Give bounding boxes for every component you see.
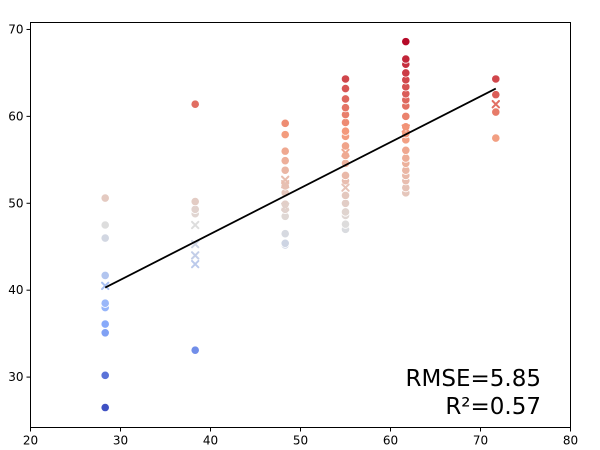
data-point [401, 122, 411, 132]
data-point [340, 207, 351, 217]
data-point-x [491, 99, 500, 109]
y-tick-label: 70 [8, 22, 23, 36]
data-point [100, 298, 110, 308]
data-point [491, 74, 501, 84]
data-point [280, 146, 290, 156]
data-point [401, 68, 411, 78]
x-tick-label: 60 [383, 434, 398, 448]
data-point [401, 111, 411, 121]
x-tick-label: 50 [293, 434, 308, 448]
tick-layer: 20 30 40 50 60 70 80 30 40 50 60 70 [8, 22, 578, 447]
data-point-x [281, 202, 290, 211]
data-point [340, 126, 351, 136]
x-tick-label: 70 [473, 434, 488, 448]
data-point [280, 238, 290, 248]
rmse-annotation: RMSE=5.85 [406, 366, 541, 392]
data-point [401, 54, 411, 64]
data-point [280, 165, 290, 175]
data-point [280, 229, 290, 239]
fit-layer [104, 87, 497, 289]
data-point-x [191, 251, 200, 260]
point-layer [100, 37, 501, 413]
data-point-x [341, 183, 350, 192]
y-tick-label: 50 [8, 196, 23, 210]
data-point [491, 133, 501, 143]
x-tick-label: 20 [23, 434, 38, 448]
data-point [100, 328, 110, 338]
x-tick-label: 30 [113, 434, 128, 448]
x-tick-label: 40 [203, 434, 218, 448]
data-point-x [341, 148, 350, 158]
data-point [100, 233, 110, 243]
data-point [401, 37, 411, 47]
data-point [340, 198, 351, 208]
data-point [280, 156, 290, 166]
data-point [340, 170, 351, 181]
data-point-x [281, 175, 290, 185]
x-tick-label: 80 [563, 434, 578, 448]
y-tick-label: 30 [8, 370, 23, 384]
y-tick-label: 60 [8, 109, 23, 123]
data-point [401, 145, 411, 155]
plot-frame [30, 22, 571, 428]
data-point [100, 370, 110, 380]
data-point [491, 90, 501, 100]
data-point [280, 181, 290, 191]
data-point [280, 130, 290, 140]
data-point [340, 190, 351, 201]
data-point [190, 99, 200, 109]
data-point [340, 117, 351, 128]
data-point [340, 141, 351, 151]
data-point [100, 319, 110, 329]
data-point [340, 83, 351, 94]
data-point [340, 219, 351, 229]
data-point [280, 199, 290, 209]
y-tick-label: 40 [8, 283, 23, 297]
data-point [340, 150, 351, 161]
data-point [340, 103, 351, 113]
data-point-x [191, 259, 200, 269]
data-point [340, 74, 351, 84]
data-point [190, 345, 200, 355]
data-point [491, 107, 501, 117]
data-point [100, 270, 110, 281]
r2-annotation: R²=0.57 [445, 394, 541, 420]
data-point [190, 204, 200, 214]
data-point [340, 94, 351, 104]
regression-line [104, 87, 497, 289]
data-point [190, 196, 200, 207]
data-point [100, 402, 110, 413]
data-point [401, 153, 411, 163]
data-point-x [191, 220, 200, 230]
data-point-x [401, 124, 410, 133]
data-point [100, 193, 110, 203]
data-point-x [101, 281, 110, 291]
data-point [100, 220, 110, 230]
data-point [280, 118, 290, 128]
